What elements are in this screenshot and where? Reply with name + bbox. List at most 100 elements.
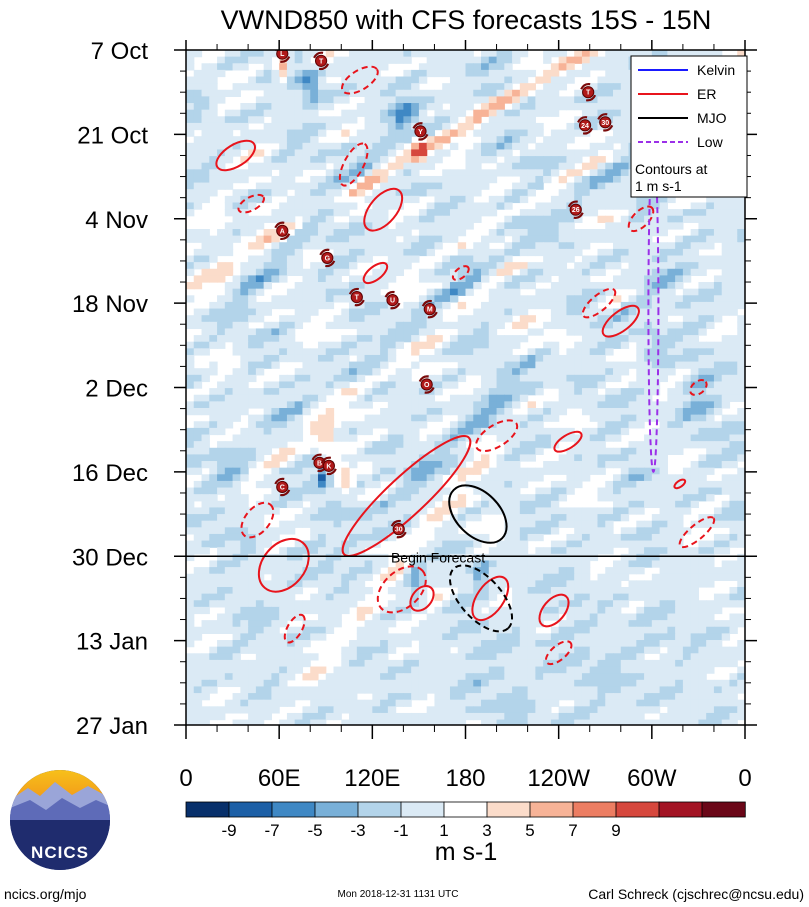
heat-cell: [449, 573, 459, 581]
heat-cell: [442, 606, 451, 615]
heat-cell: [550, 209, 560, 217]
heat-cell: [519, 560, 529, 568]
heat-cell: [620, 308, 630, 316]
heat-cell: [729, 301, 738, 310]
heat-cell: [240, 500, 249, 509]
heat-cell: [434, 122, 443, 131]
heat-cell: [186, 255, 195, 263]
heat-cell: [550, 136, 560, 144]
heat-cell: [240, 122, 249, 131]
heat-cell: [535, 222, 544, 230]
heat-cell: [325, 540, 335, 548]
heat-cell: [232, 394, 241, 402]
heat-cell: [434, 560, 443, 568]
heat-cell: [512, 162, 521, 170]
heat-cell: [364, 96, 373, 104]
heat-cell: [387, 407, 397, 416]
heat-cell: [286, 573, 296, 581]
heat-cell: [325, 613, 335, 621]
heat-cell: [186, 122, 195, 131]
heat-cell: [364, 447, 373, 455]
heat-cell: [706, 441, 715, 449]
heat-cell: [675, 388, 684, 396]
heat-cell: [217, 341, 226, 349]
heat-cell: [434, 235, 443, 243]
heat-cell: [488, 76, 498, 84]
heat-cell: [558, 407, 568, 416]
heat-cell: [574, 129, 583, 137]
heat-cell: [387, 381, 397, 389]
heat-cell: [690, 202, 700, 210]
heat-cell: [620, 175, 630, 184]
heat-cell: [496, 96, 505, 104]
heat-cell: [372, 308, 381, 316]
heat-cell: [302, 361, 311, 369]
heat-cell: [519, 149, 529, 157]
heat-cell: [395, 374, 404, 383]
heat-cell: [620, 593, 630, 601]
heat-cell: [597, 189, 606, 197]
heat-cell: [488, 96, 498, 104]
heat-cell: [566, 235, 575, 243]
heat-cell: [317, 593, 327, 601]
heat-cell: [558, 514, 568, 522]
heat-cell: [613, 175, 622, 184]
heat-cell: [372, 103, 381, 111]
heat-cell: [449, 580, 459, 588]
heat-cell: [597, 89, 606, 98]
heat-cell: [356, 255, 366, 263]
heat-cell: [574, 89, 583, 98]
heat-cell: [698, 209, 707, 217]
heat-cell: [457, 69, 467, 78]
heat-cell: [255, 328, 265, 336]
heat-cell: [240, 427, 249, 436]
heat-cell: [628, 321, 637, 330]
heat-cell: [434, 103, 443, 111]
heat-cell: [651, 374, 661, 383]
heat-cell: [675, 335, 684, 343]
heat-cell: [597, 156, 606, 164]
heat-cell: [535, 103, 544, 111]
heat-cell: [286, 288, 296, 296]
heat-cell: [201, 421, 210, 429]
heat-cell: [659, 354, 668, 363]
heat-cell: [286, 328, 296, 336]
heat-cell: [488, 129, 498, 137]
heat-cell: [333, 374, 342, 383]
heat-cell: [403, 76, 412, 84]
heat-cell: [519, 248, 529, 257]
heat-cell: [255, 514, 265, 522]
heat-cell: [713, 401, 723, 409]
heat-cell: [651, 580, 661, 588]
heat-cell: [302, 454, 311, 462]
heat-cell: [473, 361, 482, 369]
heat-cell: [737, 421, 745, 429]
heat-cell: [581, 268, 591, 276]
heat-cell: [271, 235, 280, 243]
heat-cell: [512, 76, 521, 84]
heat-cell: [581, 56, 591, 64]
heat-cell: [201, 401, 210, 409]
heat-cell: [690, 467, 700, 475]
heat-cell: [418, 209, 428, 217]
heat-cell: [426, 288, 436, 296]
heat-cell: [690, 262, 700, 270]
heat-cell: [706, 235, 715, 243]
heat-cell: [411, 494, 420, 502]
heat-cell: [240, 361, 249, 369]
heat-cell: [364, 129, 373, 137]
heat-cell: [659, 248, 668, 257]
heat-cell: [706, 553, 715, 562]
heat-cell: [232, 109, 241, 117]
heat-cell: [248, 514, 257, 522]
heat-cell: [286, 467, 296, 475]
heat-cell: [193, 467, 203, 475]
heat-cell: [240, 335, 249, 343]
heat-cell: [263, 215, 272, 223]
heat-cell: [286, 235, 296, 243]
heat-cell: [659, 500, 668, 509]
heat-cell: [387, 136, 397, 144]
heat-cell: [675, 348, 684, 356]
heat-cell: [240, 381, 249, 389]
heat-cell: [279, 268, 288, 276]
